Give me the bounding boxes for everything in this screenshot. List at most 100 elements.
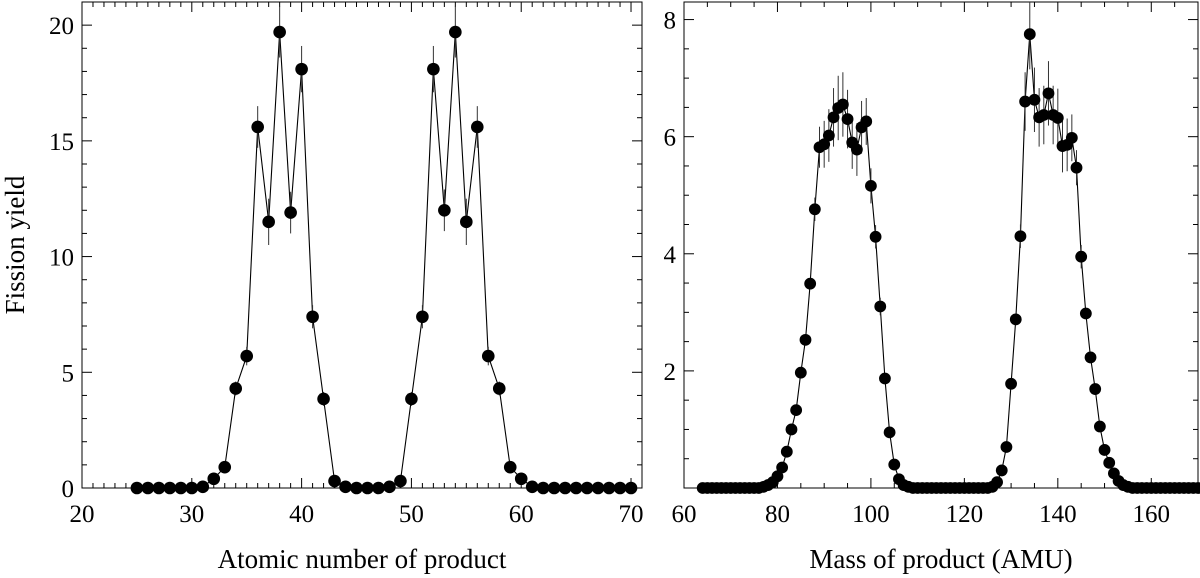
mass-panel: 60 80 100 120 140 160 2 4 6 8 Mass of product (AM… bbox=[664, 1, 1200, 574]
data-point bbox=[438, 203, 451, 217]
data-point bbox=[339, 480, 352, 494]
data-point bbox=[1065, 131, 1078, 144]
x-axis-label: Atomic number of product bbox=[218, 544, 507, 574]
y-axis-label: Fission yield bbox=[0, 175, 30, 314]
x-tick-label: 70 bbox=[619, 501, 644, 528]
y-tick-label: 0 bbox=[62, 476, 75, 503]
series-line bbox=[136, 32, 632, 489]
data-point bbox=[1028, 93, 1041, 106]
data-point bbox=[1089, 383, 1102, 395]
data-point bbox=[1098, 444, 1111, 456]
data-point bbox=[794, 366, 807, 379]
data-point bbox=[503, 460, 517, 474]
data-point bbox=[860, 115, 873, 128]
data-point bbox=[888, 458, 901, 471]
data-series bbox=[696, 2, 1200, 494]
data-point bbox=[514, 472, 528, 486]
data-point bbox=[1019, 95, 1032, 108]
data-point bbox=[850, 143, 863, 156]
data-point bbox=[799, 333, 812, 346]
y-tick-label: 8 bbox=[664, 8, 677, 35]
data-point bbox=[827, 111, 840, 124]
x-tick-label: 60 bbox=[509, 501, 534, 528]
y-tick-label: 4 bbox=[664, 242, 677, 269]
data-point bbox=[185, 481, 199, 495]
data-point bbox=[991, 476, 1003, 489]
data-point bbox=[1084, 351, 1097, 364]
tick-labels: 20 30 40 50 60 70 0 5 10 15 20 bbox=[49, 13, 644, 528]
data-point bbox=[869, 230, 882, 243]
data-point bbox=[130, 481, 144, 495]
axis-ticks bbox=[683, 2, 1199, 489]
data-point bbox=[152, 481, 166, 495]
y-tick-label: 2 bbox=[664, 359, 677, 386]
data-point bbox=[449, 25, 462, 39]
data-point bbox=[1051, 112, 1064, 124]
data-point bbox=[295, 62, 308, 76]
x-tick-label: 20 bbox=[70, 501, 95, 528]
data-point bbox=[218, 460, 232, 474]
data-point bbox=[141, 481, 155, 495]
y-tick-label: 10 bbox=[49, 245, 74, 272]
data-point bbox=[1192, 482, 1200, 494]
data-point bbox=[372, 481, 385, 495]
data-point bbox=[284, 206, 297, 219]
data-point bbox=[818, 138, 831, 151]
data-point bbox=[780, 445, 793, 458]
data-point bbox=[1042, 87, 1055, 100]
data-point bbox=[1103, 456, 1116, 469]
data-point bbox=[470, 120, 484, 134]
data-point bbox=[525, 480, 539, 494]
y-tick-label: 6 bbox=[664, 125, 677, 152]
data-point bbox=[163, 481, 177, 495]
x-tick-label: 40 bbox=[289, 501, 314, 528]
data-series bbox=[130, 6, 638, 495]
data-point bbox=[1014, 230, 1027, 243]
data-point bbox=[536, 481, 550, 495]
data-point bbox=[328, 474, 341, 488]
data-point bbox=[822, 129, 835, 142]
data-point bbox=[841, 113, 854, 126]
data-point bbox=[602, 481, 616, 495]
data-point bbox=[547, 481, 561, 495]
x-tick-label: 160 bbox=[1133, 501, 1171, 528]
x-tick-label: 120 bbox=[946, 501, 984, 528]
data-point bbox=[591, 481, 605, 495]
data-point bbox=[624, 481, 638, 495]
data-point bbox=[1009, 313, 1022, 326]
plot-frame bbox=[683, 1, 1199, 489]
y-tick-label: 5 bbox=[62, 360, 75, 387]
axis-ticks bbox=[81, 1, 643, 489]
data-point bbox=[383, 480, 396, 494]
data-point bbox=[995, 464, 1008, 477]
data-point bbox=[416, 310, 429, 324]
data-point bbox=[1093, 420, 1106, 433]
data-point bbox=[785, 423, 798, 436]
data-point bbox=[1005, 377, 1017, 390]
data-point bbox=[174, 481, 188, 495]
data-point bbox=[350, 481, 363, 495]
x-axis-label: Mass of product (AMU) bbox=[809, 544, 1072, 574]
data-point bbox=[804, 277, 817, 290]
data-point bbox=[427, 62, 440, 76]
data-point bbox=[776, 461, 789, 474]
x-tick-label: 50 bbox=[399, 501, 424, 528]
data-point bbox=[865, 179, 877, 192]
data-point bbox=[361, 481, 374, 495]
data-point bbox=[306, 310, 319, 324]
data-point bbox=[874, 300, 887, 313]
data-point bbox=[879, 372, 891, 385]
data-point bbox=[1070, 161, 1083, 174]
x-tick-label: 60 bbox=[672, 501, 697, 528]
data-point bbox=[273, 25, 286, 39]
data-point bbox=[558, 481, 572, 495]
series-line bbox=[702, 34, 1198, 489]
data-point bbox=[1023, 28, 1036, 41]
data-point bbox=[883, 426, 896, 439]
data-point bbox=[1037, 109, 1050, 121]
data-point bbox=[460, 215, 473, 229]
x-tick-label: 140 bbox=[1039, 501, 1077, 528]
data-point bbox=[1075, 250, 1088, 263]
data-point bbox=[808, 203, 821, 216]
